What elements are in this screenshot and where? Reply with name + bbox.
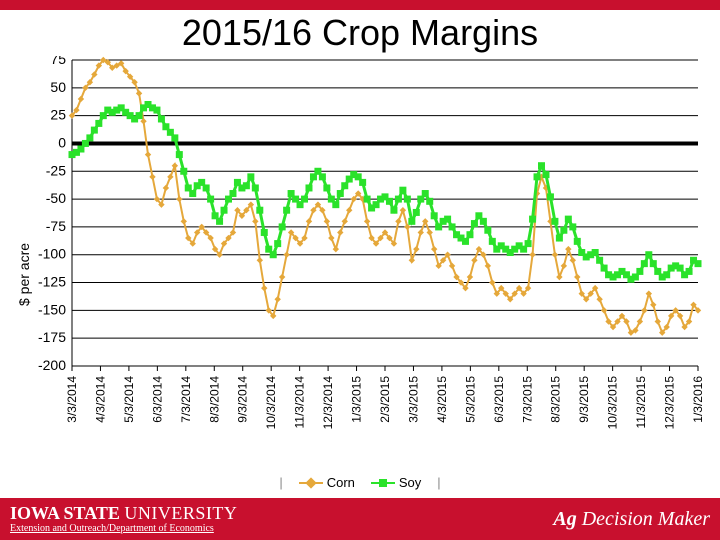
svg-text:25: 25 bbox=[50, 107, 66, 123]
svg-text:7/3/2015: 7/3/2015 bbox=[520, 376, 534, 423]
header-accent-bar bbox=[0, 0, 720, 10]
svg-text:8/3/2015: 8/3/2015 bbox=[549, 376, 563, 423]
university-logo: IOWA STATE UNIVERSITY bbox=[10, 504, 237, 522]
svg-text:-100: -100 bbox=[38, 246, 66, 262]
legend-item-corn: Corn bbox=[299, 475, 355, 490]
svg-text:-150: -150 bbox=[38, 301, 66, 317]
logo-primary: IOWA STATE bbox=[10, 503, 120, 523]
svg-text:12/3/2015: 12/3/2015 bbox=[663, 376, 677, 430]
svg-text:-75: -75 bbox=[46, 218, 66, 234]
department-subline: Extension and Outreach/Department of Eco… bbox=[10, 524, 237, 534]
chart-legend: | Corn Soy | bbox=[0, 475, 720, 490]
svg-text:-200: -200 bbox=[38, 357, 66, 373]
svg-text:10/3/2014: 10/3/2014 bbox=[264, 376, 278, 430]
svg-text:4/3/2015: 4/3/2015 bbox=[435, 376, 449, 423]
svg-text:6/3/2014: 6/3/2014 bbox=[150, 376, 164, 423]
university-block: IOWA STATE UNIVERSITY Extension and Outr… bbox=[10, 504, 237, 534]
chart-title: 2015/16 Crop Margins bbox=[0, 12, 720, 54]
legend-label-corn: Corn bbox=[327, 475, 355, 490]
legend-swatch-soy bbox=[371, 482, 395, 484]
brand-ag: Ag bbox=[553, 508, 576, 530]
svg-text:9/3/2015: 9/3/2015 bbox=[577, 376, 591, 423]
logo-secondary: UNIVERSITY bbox=[124, 503, 237, 523]
brand-rest: Decision Maker bbox=[577, 508, 710, 530]
svg-text:10/3/2015: 10/3/2015 bbox=[606, 376, 620, 430]
legend-divider-left: | bbox=[279, 475, 282, 490]
svg-text:-125: -125 bbox=[38, 274, 66, 290]
svg-text:11/3/2015: 11/3/2015 bbox=[634, 376, 648, 429]
svg-text:5/3/2014: 5/3/2014 bbox=[122, 376, 136, 423]
svg-text:3/3/2015: 3/3/2015 bbox=[406, 376, 420, 423]
svg-text:8/3/2014: 8/3/2014 bbox=[207, 376, 221, 423]
svg-text:2/3/2015: 2/3/2015 bbox=[378, 376, 392, 423]
svg-text:5/3/2015: 5/3/2015 bbox=[463, 376, 477, 423]
svg-text:11/3/2014: 11/3/2014 bbox=[293, 376, 307, 429]
svg-text:9/3/2014: 9/3/2014 bbox=[236, 376, 250, 423]
svg-text:4/3/2014: 4/3/2014 bbox=[93, 376, 107, 423]
svg-text:6/3/2015: 6/3/2015 bbox=[492, 376, 506, 423]
legend-divider-right: | bbox=[437, 475, 440, 490]
svg-text:75: 75 bbox=[50, 56, 66, 67]
legend-item-soy: Soy bbox=[371, 475, 421, 490]
svg-text:1/3/2016: 1/3/2016 bbox=[691, 376, 705, 423]
svg-text:0: 0 bbox=[58, 134, 66, 150]
svg-text:3/3/2014: 3/3/2014 bbox=[65, 376, 79, 423]
legend-label-soy: Soy bbox=[399, 475, 421, 490]
legend-swatch-corn bbox=[299, 482, 323, 484]
svg-text:12/3/2014: 12/3/2014 bbox=[321, 376, 335, 430]
chart-area: 75 50 25 0 -25 -50 -75 -100 -125 -150 -175 -200 3/3/… bbox=[18, 56, 708, 476]
svg-text:-25: -25 bbox=[46, 162, 66, 178]
svg-text:1/3/2015: 1/3/2015 bbox=[350, 376, 364, 423]
footer-bar: IOWA STATE UNIVERSITY Extension and Outr… bbox=[0, 498, 720, 540]
svg-text:-175: -175 bbox=[38, 329, 66, 345]
svg-text:7/3/2014: 7/3/2014 bbox=[179, 376, 193, 423]
svg-text:50: 50 bbox=[50, 79, 66, 95]
brand-mark: Ag Decision Maker bbox=[553, 508, 710, 531]
y-axis-label: $ per acre bbox=[16, 243, 32, 306]
svg-text:-50: -50 bbox=[46, 190, 66, 206]
line-chart: 75 50 25 0 -25 -50 -75 -100 -125 -150 -175 -200 3/3/… bbox=[18, 56, 708, 476]
